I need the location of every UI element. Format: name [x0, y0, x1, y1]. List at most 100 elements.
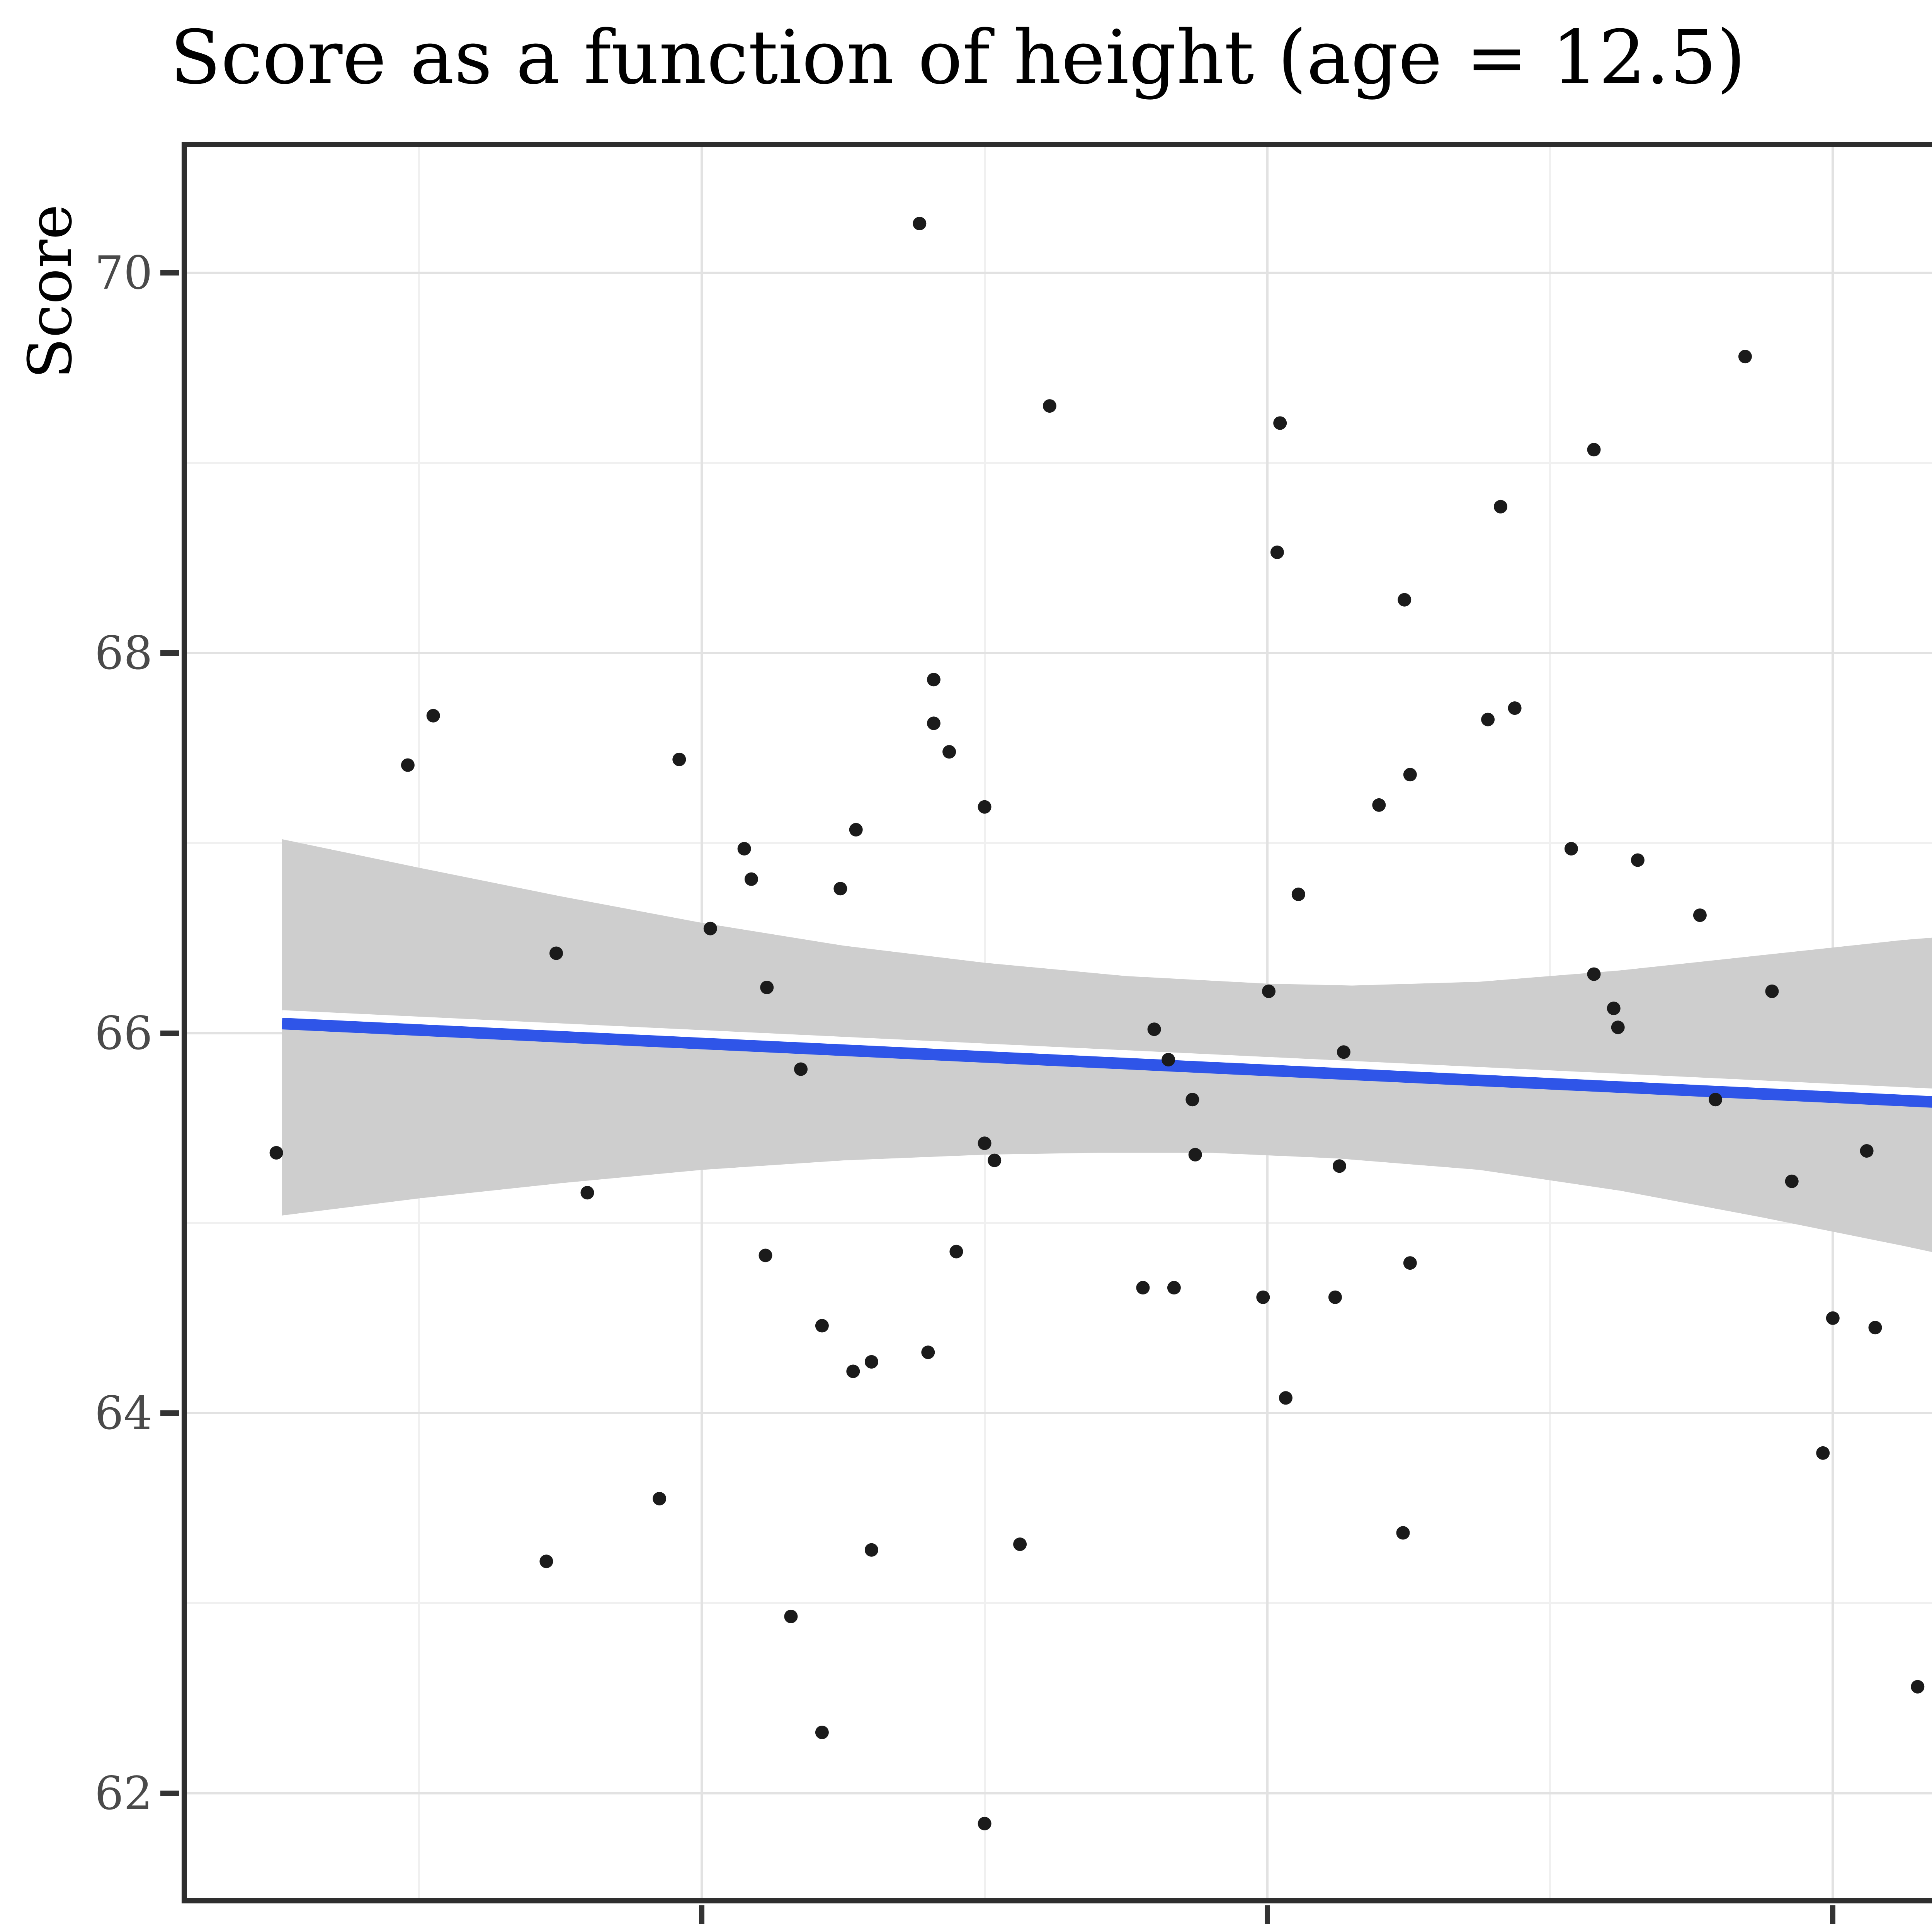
- data-point: [921, 1345, 935, 1359]
- data-point: [1494, 500, 1507, 514]
- plot-panel: [182, 142, 1932, 1903]
- data-point: [737, 842, 751, 855]
- data-point: [927, 716, 940, 730]
- data-point: [401, 758, 415, 772]
- data-point: [539, 1554, 553, 1568]
- data-point: [1256, 1290, 1270, 1304]
- chart-title: Score as a function of height (age = 12.…: [170, 15, 1746, 101]
- data-point: [549, 946, 563, 960]
- data-point: [1136, 1281, 1150, 1295]
- data-point: [1273, 416, 1287, 430]
- x-tick-mark: [1264, 1905, 1270, 1924]
- data-point: [1332, 1159, 1346, 1173]
- horizontal-gridline-minor: [182, 462, 1932, 464]
- data-point: [846, 1364, 860, 1378]
- data-point: [978, 1816, 992, 1830]
- data-point: [1911, 1680, 1925, 1694]
- horizontal-gridline-major: [182, 1412, 1932, 1415]
- x-tick-mark: [699, 1905, 705, 1924]
- data-point: [927, 673, 940, 687]
- data-point: [426, 709, 440, 723]
- data-point: [1188, 1148, 1202, 1162]
- data-point: [580, 1186, 594, 1200]
- data-point: [784, 1609, 798, 1623]
- data-point: [864, 1355, 878, 1369]
- data-point: [1826, 1311, 1840, 1325]
- data-point: [1564, 842, 1578, 855]
- data-point: [1631, 853, 1645, 867]
- data-point: [672, 752, 686, 766]
- data-point: [1162, 1053, 1175, 1066]
- y-tick-label: 64: [94, 1386, 153, 1440]
- data-point: [1328, 1290, 1342, 1304]
- data-point: [1403, 768, 1417, 782]
- data-point: [653, 1492, 667, 1505]
- data-point: [1587, 967, 1601, 981]
- data-point: [1868, 1321, 1882, 1335]
- data-point: [1167, 1281, 1181, 1295]
- y-tick-label: 62: [94, 1766, 153, 1820]
- data-point: [1738, 350, 1752, 364]
- reference-line-white: [282, 1010, 1932, 1100]
- data-point: [1693, 908, 1707, 922]
- data-point: [1611, 1020, 1625, 1034]
- data-point: [942, 745, 956, 759]
- data-point: [1013, 1537, 1027, 1551]
- data-point: [1396, 1526, 1410, 1540]
- regression-line-blue: [282, 1017, 1932, 1108]
- data-point: [744, 872, 758, 886]
- y-tick-mark: [160, 1030, 179, 1036]
- y-tick-label: 68: [94, 626, 153, 680]
- horizontal-gridline-major: [182, 272, 1932, 274]
- data-point: [1587, 443, 1601, 457]
- data-point: [833, 882, 847, 896]
- data-point: [1270, 545, 1284, 559]
- data-point: [1816, 1446, 1830, 1460]
- data-point: [849, 823, 863, 837]
- x-tick-mark: [1830, 1905, 1836, 1924]
- plot-canvas: [269, 217, 1932, 1830]
- data-point: [864, 1543, 878, 1557]
- data-point: [703, 922, 717, 935]
- data-point: [794, 1062, 808, 1076]
- y-tick-mark: [160, 1790, 179, 1796]
- data-point: [1860, 1144, 1874, 1158]
- data-point: [815, 1725, 829, 1739]
- data-point: [1403, 1256, 1417, 1270]
- horizontal-gridline-major: [182, 651, 1932, 654]
- data-point: [1147, 1022, 1161, 1036]
- horizontal-gridline-major: [182, 1792, 1932, 1794]
- y-tick-label: 70: [94, 246, 153, 300]
- data-point: [978, 1136, 992, 1150]
- data-point: [759, 1248, 772, 1262]
- data-point: [1709, 1093, 1723, 1107]
- data-point: [949, 1245, 963, 1259]
- data-point: [1337, 1045, 1350, 1059]
- y-tick-mark: [160, 1410, 179, 1416]
- panel-border: [182, 142, 1932, 1903]
- data-point: [1291, 888, 1305, 901]
- data-point: [1765, 984, 1779, 998]
- data-point: [1043, 399, 1056, 413]
- data-point: [978, 800, 992, 814]
- data-point: [1508, 701, 1522, 715]
- data-point: [1481, 713, 1495, 726]
- horizontal-gridline-minor: [182, 842, 1932, 844]
- data-point: [988, 1153, 1002, 1167]
- data-point: [1398, 593, 1412, 607]
- horizontal-gridline-minor: [182, 1602, 1932, 1604]
- data-point: [815, 1319, 829, 1333]
- data-point: [913, 217, 927, 230]
- confidence-ribbon: [282, 839, 1932, 1252]
- y-tick-mark: [160, 270, 179, 276]
- data-point: [1279, 1391, 1293, 1405]
- y-tick-mark: [160, 650, 179, 656]
- data-point: [269, 1146, 283, 1160]
- data-point: [1185, 1093, 1199, 1107]
- data-point: [1372, 798, 1386, 812]
- horizontal-gridline-minor: [182, 1222, 1932, 1224]
- data-point: [1785, 1174, 1799, 1188]
- data-point: [1262, 984, 1276, 998]
- data-point: [760, 981, 774, 994]
